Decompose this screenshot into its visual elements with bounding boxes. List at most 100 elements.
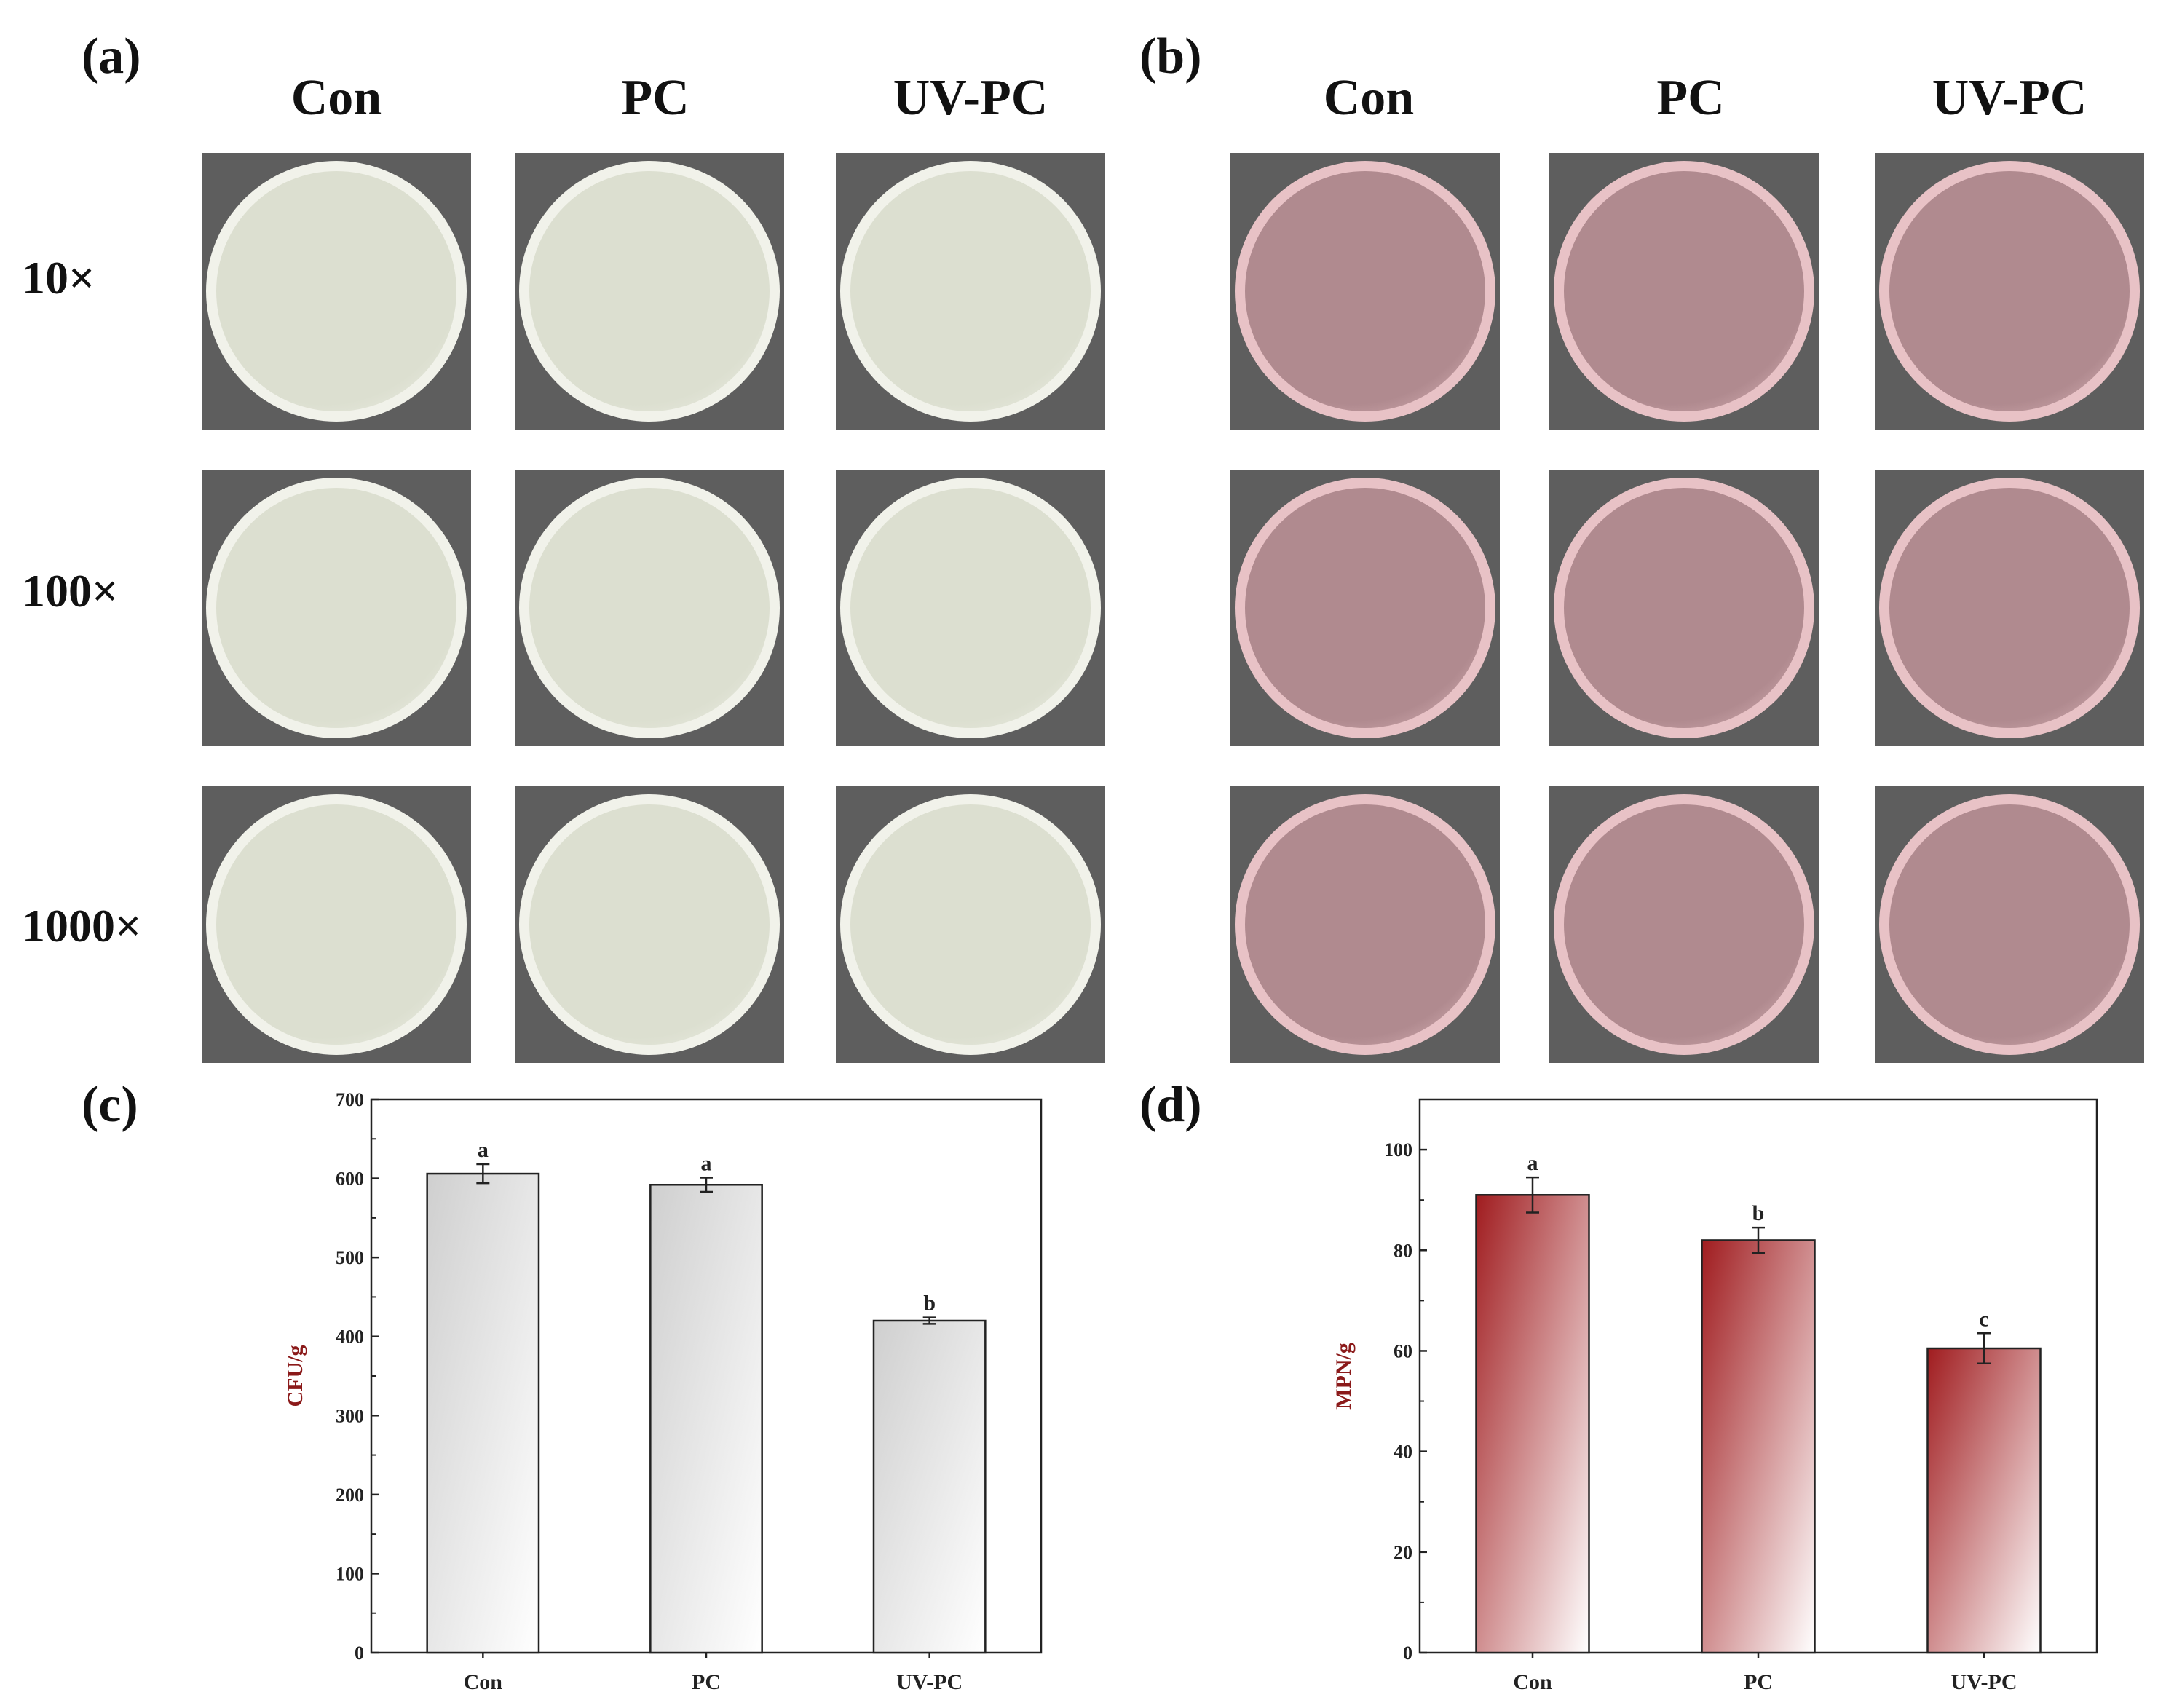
panel-d-bar-chart: 0 20 40 60 80 100 MPN/g a Con b PC c UV-PC [1332,1098,2098,1694]
panel-a-plate-photo-10x-pc [515,153,784,430]
y-tick-label: 500 [336,1247,364,1268]
panel-b-petri-dish [1554,794,1814,1055]
panel-a-petri-dish [206,478,467,738]
bar-con [426,1172,540,1654]
y-tick-label: 0 [355,1642,364,1664]
y-tick-label: 0 [1403,1642,1412,1664]
panel-b-petri-dish [1879,794,2140,1055]
bar-pc [649,1184,763,1654]
y-tick-label: 100 [336,1563,364,1584]
panel-b-agar-medium [1245,804,1485,1045]
panel-b-plate-photo-10x-con [1230,153,1500,430]
significance-letter: a [478,1138,489,1162]
panel-a-petri-dish [519,794,780,1055]
panel-a-agar-medium [216,488,456,728]
panel-a-petri-dish [840,161,1101,422]
panel-a-plate-photo-1000x-pc [515,786,784,1063]
panel-d-letter: (d) [1139,1077,1202,1133]
panel-b-col-con: Con [1323,70,1415,126]
panel-a-letter: (a) [82,28,141,84]
y-tick-label: 300 [336,1405,364,1426]
y-tick-label: 60 [1394,1340,1412,1361]
y-tick-label: 80 [1394,1240,1412,1261]
x-tick-label: Con [1513,1670,1552,1694]
panel-a-petri-dish [840,794,1101,1055]
panel-b-plate-photo-1000x-uvpc [1875,786,2144,1063]
x-tick-label: PC [1744,1670,1773,1694]
panel-a-plate-photo-100x-uvpc [836,470,1105,746]
panel-a-col-uvpc: UV-PC [893,70,1048,126]
panel-b-letter: (b) [1139,28,1202,84]
significance-letter: b [923,1292,936,1316]
panel-a-petri-dish [206,794,467,1055]
bar-con [1475,1194,1590,1654]
panel-b-col-pc: PC [1656,70,1725,126]
significance-letter: a [701,1151,712,1175]
panel-a-agar-medium [529,488,770,728]
panel-b-agar-medium [1889,171,2130,411]
y-axis-label: MPN/g [1332,1343,1356,1410]
y-tick-label: 400 [336,1327,364,1348]
panel-a-plate-photo-10x-uvpc [836,153,1105,430]
panel-b-agar-medium [1564,804,1804,1045]
panel-a-plate-photo-1000x-uvpc [836,786,1105,1063]
y-tick-label: 20 [1394,1542,1412,1563]
panel-b-agar-medium [1245,171,1485,411]
panel-b-agar-medium [1889,804,2130,1045]
y-tick-label: 40 [1394,1442,1412,1463]
bar-uv-pc [1926,1347,2042,1654]
x-tick-label: UV-PC [1950,1670,2017,1694]
panel-a-col-con: Con [290,70,382,126]
significance-letter: a [1527,1151,1538,1175]
y-axis-label: CFU/g [283,1345,307,1407]
panel-c-letter: (c) [82,1077,138,1133]
panel-b-agar-medium [1889,488,2130,728]
panel-b-petri-dish [1235,478,1495,738]
panel-b-agar-medium [1564,171,1804,411]
panel-b-plate-photo-1000x-con [1230,786,1500,1063]
panel-a-plate-photo-100x-pc [515,470,784,746]
panel-a-agar-medium [850,171,1091,411]
panel-a-plate-photo-100x-con [202,470,471,746]
panel-c-bar-chart: 0 100 200 300 400 500 600 700 CFU/g a Con a PC b UV-PC [283,1089,1043,1694]
panel-b-plate-photo-100x-con [1230,470,1500,746]
panel-b-petri-dish [1235,161,1495,422]
panel-b-plate-photo-10x-uvpc [1875,153,2144,430]
panel-b-plate-photo-100x-uvpc [1875,470,2144,746]
panel-a-petri-dish [519,161,780,422]
x-tick-label: UV-PC [896,1670,963,1694]
panel-a-plate-photo-10x-con [202,153,471,430]
panel-a-petri-dish [519,478,780,738]
panel-b-petri-dish [1554,478,1814,738]
bar-pc [1701,1239,1816,1654]
row-label-1000x: 1000× [22,900,142,952]
y-tick-label: 700 [336,1089,364,1110]
panel-b-plate-photo-100x-pc [1549,470,1819,746]
panel-a-petri-dish [206,161,467,422]
panel-a-agar-medium [850,488,1091,728]
row-label-10x: 10× [22,252,95,304]
panel-b-plate-photo-1000x-pc [1549,786,1819,1063]
panel-a-agar-medium [216,804,456,1045]
panel-a-agar-medium [216,171,456,411]
panel-b-agar-medium [1564,488,1804,728]
panel-b-petri-dish [1235,794,1495,1055]
panel-b-petri-dish [1879,478,2140,738]
significance-letter: c [1979,1307,1988,1331]
significance-letter: b [1752,1201,1765,1225]
panel-a-agar-medium [529,804,770,1045]
panel-b-col-uvpc: UV-PC [1932,70,2087,126]
panel-b-petri-dish [1554,161,1814,422]
panel-b-agar-medium [1245,488,1485,728]
x-tick-label: Con [464,1670,503,1694]
panel-a-petri-dish [840,478,1101,738]
x-tick-label: PC [692,1670,721,1694]
y-tick-label: 100 [1384,1139,1412,1161]
panel-b-plate-photo-10x-pc [1549,153,1819,430]
y-tick-label: 600 [336,1169,364,1190]
bar-uv-pc [872,1319,987,1654]
panel-a-agar-medium [850,804,1091,1045]
row-label-100x: 100× [22,565,119,617]
panel-a-col-pc: PC [621,70,689,126]
